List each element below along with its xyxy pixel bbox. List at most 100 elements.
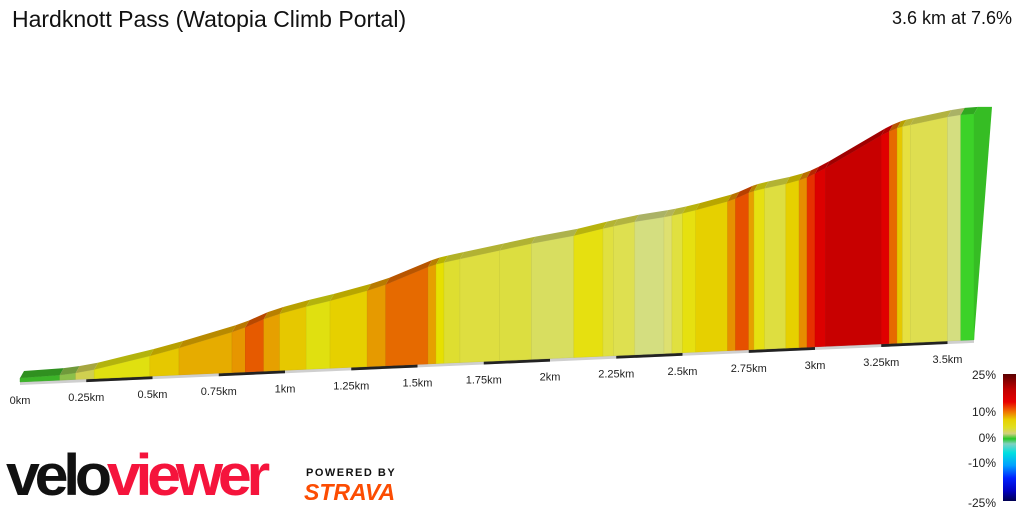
axis-scale-bar	[218, 370, 285, 377]
profile-segment	[329, 290, 368, 369]
profile-segment-top	[94, 349, 154, 370]
profile-segment-top	[75, 362, 99, 374]
profile-segment	[960, 113, 975, 341]
x-tick-label: 2km	[540, 372, 561, 384]
profile-segment	[764, 183, 787, 350]
profile-segment	[663, 215, 673, 354]
profile-segment-top	[799, 170, 812, 181]
profile-segment	[245, 318, 264, 373]
profile-segment	[896, 126, 903, 344]
profile-segment	[531, 235, 575, 360]
axis-scale-bar	[616, 352, 683, 359]
profile-segment-top	[764, 176, 790, 189]
profile-segment-top	[499, 236, 536, 251]
x-tick-label: 3km	[805, 360, 826, 372]
powered-by-text: POWERED BY	[306, 467, 397, 479]
profile-segment-top	[444, 252, 464, 263]
profile-segment-top	[695, 194, 732, 211]
gradient-colorbar	[1003, 374, 1016, 501]
profile-segment	[279, 306, 307, 371]
axis-scale-bar	[881, 341, 948, 347]
profile-segment-top	[902, 117, 915, 127]
profile-segment	[366, 284, 386, 367]
x-tick-label: 2.25km	[598, 369, 634, 381]
profile-segment-top	[330, 283, 372, 301]
profile-segment-top	[947, 107, 965, 117]
x-tick-label: 2.75km	[731, 363, 767, 375]
x-tick-label: 3.5km	[933, 354, 963, 366]
profile-segment	[889, 127, 898, 344]
profile-segment	[263, 313, 280, 372]
profile-segment-top	[573, 221, 607, 236]
veloviewer-logo: veloviewer	[6, 443, 270, 508]
profile-segment-top	[232, 320, 250, 333]
profile-segment	[727, 198, 736, 351]
legend-label: 10%	[971, 405, 996, 419]
profile-segment-top	[385, 260, 433, 285]
profile-segment-top	[889, 121, 902, 132]
profile-segment	[825, 135, 882, 347]
profile-segment-top	[531, 228, 578, 244]
x-tick-label: 1.75km	[466, 375, 502, 387]
profile-segment-top	[910, 109, 952, 125]
profile-segment	[671, 213, 683, 354]
profile-segment	[602, 226, 614, 357]
x-tick-label: 0.75km	[201, 386, 237, 398]
x-tick-label: 2.5km	[668, 366, 698, 378]
profile-segment-top	[663, 208, 676, 218]
profile-segment	[785, 179, 800, 349]
profile-segment	[306, 300, 331, 370]
profile-segment	[427, 264, 437, 365]
axis-scale-bar	[86, 376, 153, 383]
profile-segment	[814, 167, 826, 348]
profile-segment-top	[671, 206, 687, 216]
profile-segment	[947, 114, 961, 342]
profile-segment	[682, 209, 696, 353]
x-tick-label: 1km	[275, 383, 296, 395]
profile-segment-top	[245, 312, 268, 328]
profile-segment	[459, 250, 500, 363]
profile-segment	[881, 131, 890, 345]
x-tick-label: 1.5km	[403, 377, 433, 389]
profile-segment	[753, 188, 765, 350]
profile-segment-top	[279, 299, 311, 314]
profile-segment-top	[634, 210, 668, 222]
profile-segment-top	[263, 306, 284, 320]
axis-scale-bar	[351, 364, 418, 371]
axis-scale-bar	[483, 358, 550, 365]
strava-logo: STRAVA	[304, 479, 396, 505]
profile-segment-top	[428, 257, 441, 268]
profile-segment	[443, 258, 461, 364]
profile-segment-top	[603, 219, 618, 229]
x-tick-label: 0km	[10, 395, 31, 407]
profile-segment	[435, 262, 445, 364]
profile-segment	[613, 221, 635, 357]
profile-segment-top	[897, 119, 907, 129]
profile-segment-top	[754, 181, 769, 191]
profile-segment	[573, 228, 604, 358]
profile-segment	[231, 327, 246, 373]
profile-segment-top	[459, 243, 504, 260]
profile-segment-top	[436, 255, 448, 265]
profile-segment	[735, 192, 749, 351]
profile-segment-top	[748, 183, 759, 193]
profile-segment-top	[727, 191, 740, 202]
profile-segment-top	[20, 368, 64, 378]
profile-segment	[695, 201, 728, 353]
legend-label: -10%	[967, 456, 996, 470]
profile-segment	[499, 243, 532, 362]
page-title: Hardknott Pass (Watopia Climb Portal)	[12, 6, 407, 32]
x-tick-label: 1.25km	[333, 380, 369, 392]
legend-label: 0%	[978, 431, 996, 445]
climb-summary: 3.6 km at 7.6%	[891, 8, 1012, 28]
legend-label: -25%	[967, 496, 996, 510]
profile-segment-top	[613, 214, 639, 227]
profile-segment-top	[825, 128, 886, 169]
profile-segment	[902, 124, 911, 344]
profile-segment-top	[149, 341, 183, 357]
profile-segment-top	[59, 366, 80, 376]
x-tick-label: 3.25km	[863, 357, 899, 369]
profile-segment-top	[807, 166, 819, 178]
profile-segment-top	[960, 106, 978, 115]
